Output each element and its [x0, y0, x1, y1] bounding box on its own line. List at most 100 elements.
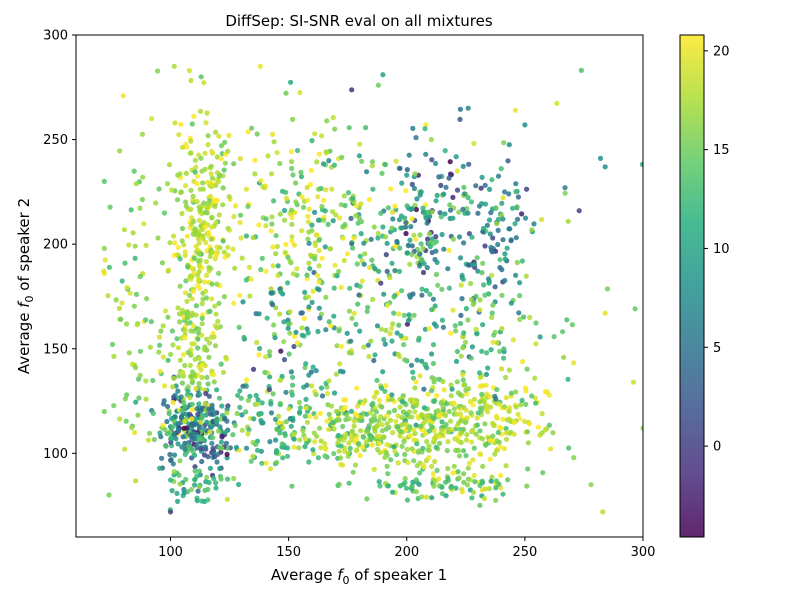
scatter-point — [308, 167, 314, 173]
scatter-point — [263, 268, 269, 274]
scatter-point — [286, 351, 292, 357]
scatter-point — [526, 421, 533, 427]
scatter-point — [482, 421, 488, 427]
scatter-point — [309, 299, 315, 305]
scatter-point — [333, 212, 339, 218]
scatter-point — [366, 196, 372, 203]
scatter-point — [278, 348, 284, 354]
scatter-point — [372, 428, 378, 434]
scatter-point — [490, 433, 496, 439]
scatter-point — [443, 493, 449, 499]
scatter-point — [160, 422, 166, 428]
scatter-point — [129, 425, 135, 431]
scatter-point — [409, 181, 415, 187]
scatter-point — [389, 338, 395, 344]
scatter-point — [478, 185, 484, 191]
scatter-point — [316, 247, 322, 254]
scatter-point — [423, 151, 429, 157]
scatter-point — [207, 308, 213, 314]
scatter-point — [132, 365, 139, 371]
scatter-point — [503, 463, 509, 469]
scatter-point — [488, 438, 494, 444]
scatter-point — [539, 411, 545, 417]
scatter-point — [506, 226, 512, 232]
scatter-point — [124, 392, 130, 398]
scatter-point — [357, 141, 363, 147]
scatter-point — [174, 197, 181, 203]
scatter-point — [280, 425, 286, 431]
scatter-point — [461, 479, 467, 485]
scatter-point — [305, 236, 311, 242]
scatter-point — [170, 424, 176, 430]
scatter-point — [356, 292, 362, 298]
scatter-point — [565, 376, 571, 382]
scatter-point — [214, 325, 220, 331]
scatter-point — [190, 193, 196, 199]
scatter-point — [383, 234, 389, 240]
scatter-point — [222, 429, 228, 435]
scatter-point — [216, 178, 222, 185]
scatter-point — [131, 303, 137, 309]
scatter-point — [475, 268, 481, 274]
scatter-point — [460, 206, 466, 212]
scatter-point — [247, 393, 253, 399]
scatter-point — [447, 207, 454, 213]
scatter-point — [465, 105, 471, 111]
scatter-point — [263, 460, 269, 466]
scatter-point — [366, 423, 372, 429]
scatter-point — [169, 415, 175, 422]
scatter-point — [288, 79, 294, 85]
scatter-point — [445, 439, 451, 445]
scatter-point — [490, 235, 496, 241]
scatter-point — [366, 353, 372, 360]
scatter-point — [434, 259, 440, 265]
scatter-point — [312, 439, 318, 445]
scatter-point — [203, 288, 209, 294]
scatter-point — [312, 131, 318, 137]
scatter-point — [483, 382, 489, 388]
scatter-point — [461, 240, 467, 246]
scatter-point — [172, 240, 178, 246]
scatter-point — [202, 150, 208, 156]
scatter-point — [159, 455, 165, 461]
scatter-point — [251, 416, 257, 422]
scatter-point — [465, 465, 471, 471]
scatter-point — [139, 196, 145, 203]
scatter-point — [289, 483, 295, 489]
scatter-point — [469, 428, 475, 434]
scatter-point — [410, 291, 416, 297]
scatter-point — [222, 139, 228, 145]
scatter-point — [150, 377, 156, 384]
scatter-point — [199, 168, 205, 174]
scatter-point — [419, 292, 425, 298]
scatter-point — [468, 410, 474, 416]
scatter-point — [354, 385, 360, 391]
scatter-point — [309, 383, 315, 389]
scatter-point — [255, 401, 261, 407]
scatter-point — [204, 347, 210, 353]
scatter-point — [206, 406, 212, 412]
scatter-point — [571, 360, 577, 366]
scatter-point — [360, 434, 366, 440]
scatter-point — [488, 404, 494, 410]
scatter-point — [527, 314, 533, 320]
scatter-point — [338, 443, 344, 449]
scatter-point — [196, 268, 202, 275]
scatter-point — [218, 143, 225, 149]
scatter-point — [274, 459, 280, 466]
scatter-point — [479, 270, 485, 276]
scatter-point — [404, 172, 410, 178]
scatter-point — [436, 412, 442, 418]
scatter-point — [306, 304, 312, 310]
scatter-point — [196, 217, 202, 223]
scatter-point — [246, 427, 252, 433]
scatter-point — [155, 235, 161, 241]
scatter-point — [304, 419, 310, 425]
scatter-point — [181, 242, 187, 248]
scatter-points — [101, 63, 643, 515]
scatter-point — [238, 212, 244, 218]
scatter-point — [519, 258, 526, 264]
scatter-point — [305, 294, 312, 300]
scatter-point — [562, 185, 568, 191]
scatter-point — [218, 439, 224, 445]
